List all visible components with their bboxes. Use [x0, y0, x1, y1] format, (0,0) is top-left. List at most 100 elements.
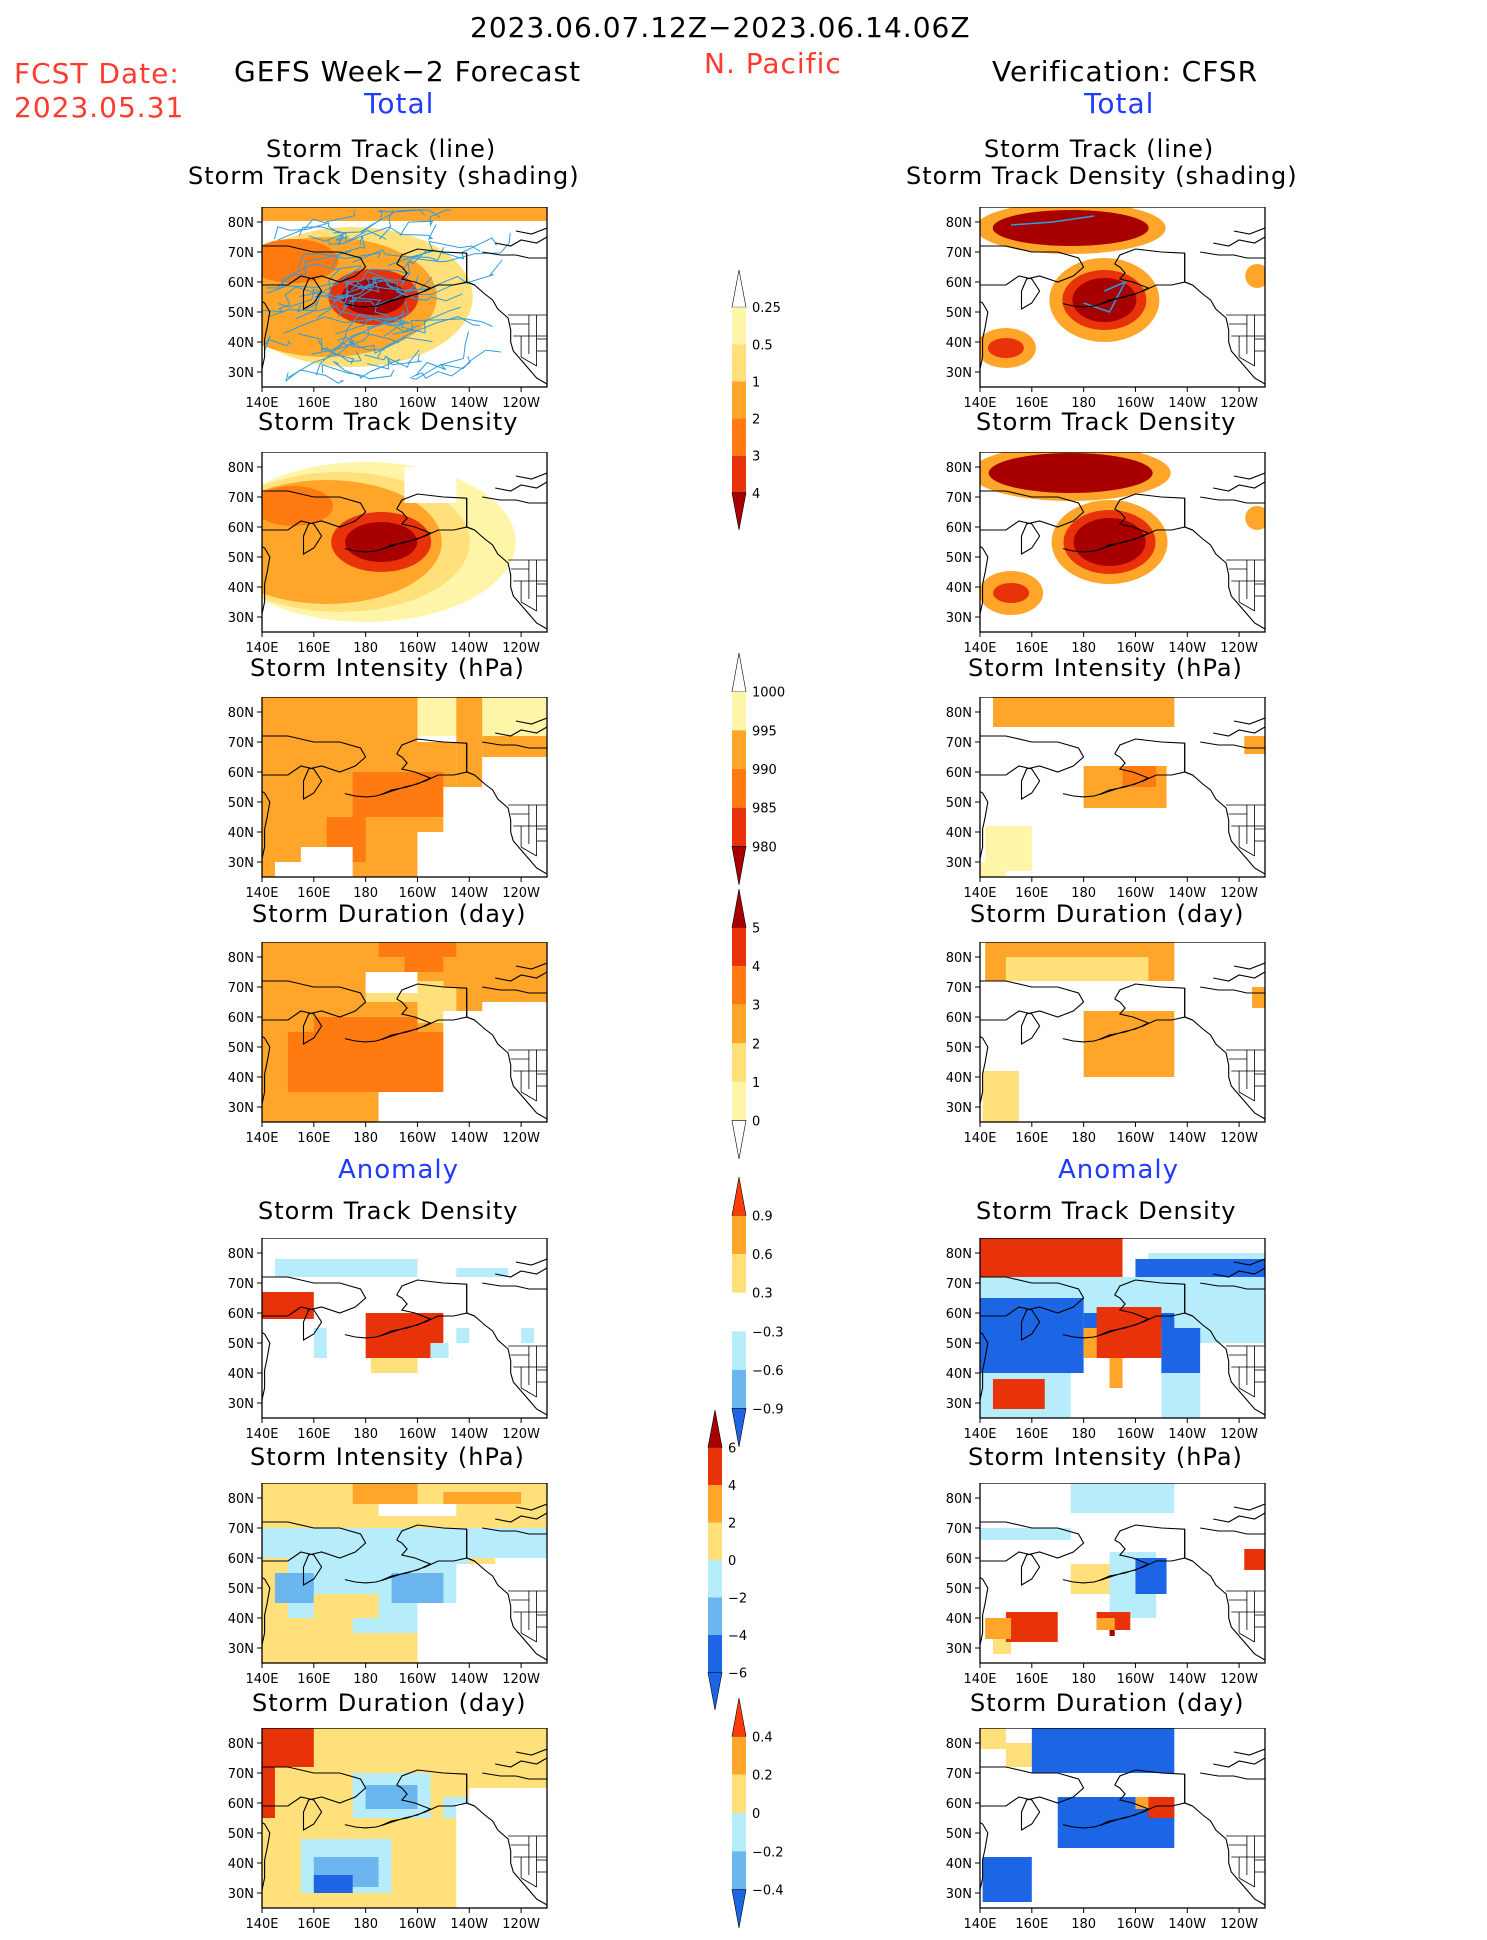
colorbar-label: 2 [752, 1037, 760, 1052]
x-tick-label: 140E [245, 1131, 278, 1146]
y-tick-label: 70N [228, 1277, 254, 1292]
x-tick-label: 160E [297, 1427, 330, 1442]
y-tick-label: 80N [946, 1492, 972, 1507]
x-tick-label: 160E [297, 1131, 330, 1146]
map-ra-density: 140E 160E 180 160W 140W 120W 80N 70N 60N 50N 40N 30… [946, 1238, 1266, 1442]
y-tick-label: 80N [228, 951, 254, 966]
colorbar-label: 0.5 [752, 338, 773, 353]
x-tick-label: 160W [399, 1427, 437, 1442]
x-tick-label: 120W [1220, 1427, 1258, 1442]
y-tick-label: 70N [946, 1767, 972, 1782]
y-tick-label: 60N [228, 521, 254, 536]
y-tick-label: 50N [946, 1827, 972, 1842]
y-tick-label: 60N [946, 1307, 972, 1322]
map-lt-track: 140E 160E 180 160W 140W 120W 80N 70N 60N 50N 40N 30… [228, 207, 548, 411]
right-anom-duration-title: Storm Duration (day) [970, 1689, 1245, 1717]
y-tick-label: 70N [228, 1522, 254, 1537]
x-tick-label: 160W [1117, 1427, 1155, 1442]
y-tick-label: 40N [946, 1612, 972, 1627]
colorbar-duration-total: 5 4 3 2 1 0 [731, 888, 760, 1160]
y-tick-label: 60N [946, 1011, 972, 1026]
x-tick-label: 180 [353, 1427, 378, 1442]
colorbar-density-anom: 0.9 0.6 0.3 −0.3 −0.6 −0.9 [731, 1176, 784, 1448]
y-tick-label: 80N [228, 1737, 254, 1752]
x-tick-label: 140W [1168, 1427, 1206, 1442]
y-tick-label: 70N [228, 1767, 254, 1782]
colorbar-label: 0 [752, 1807, 760, 1822]
right-total-label: Total [1084, 87, 1155, 120]
colorbar-label: 990 [752, 763, 777, 778]
y-tick-label: 50N [946, 1041, 972, 1056]
y-tick-label: 40N [228, 1367, 254, 1382]
left-density-title: Storm Track Density [258, 408, 519, 436]
x-tick-label: 180 [1071, 641, 1096, 656]
right-intensity-title: Storm Intensity (hPa) [968, 654, 1243, 682]
y-tick-label: 70N [228, 981, 254, 996]
y-tick-label: 40N [946, 1857, 972, 1872]
y-tick-label: 80N [946, 1247, 972, 1262]
colorbar-label: 2 [728, 1517, 736, 1532]
colorbar-intensity-anom: 6 4 2 0 −2 −4 −6 [707, 1409, 747, 1711]
y-tick-label: 40N [946, 581, 972, 596]
y-tick-label: 30N [228, 1887, 254, 1902]
y-tick-label: 50N [228, 1041, 254, 1056]
x-tick-label: 160E [1015, 1131, 1048, 1146]
y-tick-label: 70N [228, 246, 254, 261]
colorbar-label: 0.3 [752, 1287, 773, 1302]
x-tick-label: 160W [399, 886, 437, 901]
colorbar-duration-anom: 0.4 0.2 0 −0.2 −0.4 [731, 1697, 784, 1929]
y-tick-label: 40N [228, 1071, 254, 1086]
map-la-intensity: 140E 160E 180 160W 140W 120W 80N 70N 60N 50N 40N 30… [228, 1483, 548, 1687]
x-tick-label: 180 [1071, 1427, 1096, 1442]
x-tick-label: 160E [1015, 396, 1048, 411]
colorbar-label: 0.4 [752, 1730, 773, 1745]
x-tick-label: 120W [502, 886, 540, 901]
y-tick-label: 60N [228, 1011, 254, 1026]
x-tick-label: 120W [502, 1427, 540, 1442]
fcst-date-value: 2023.05.31 [14, 91, 185, 124]
x-tick-label: 140W [1168, 886, 1206, 901]
colorbar-label: 0 [752, 1114, 760, 1129]
colorbar-label: 0.2 [752, 1769, 773, 1784]
y-tick-label: 80N [946, 706, 972, 721]
y-tick-label: 30N [946, 611, 972, 626]
x-tick-label: 140W [450, 1131, 488, 1146]
x-tick-label: 140W [1168, 1131, 1206, 1146]
y-tick-label: 40N [228, 336, 254, 351]
y-tick-label: 60N [228, 1797, 254, 1812]
y-tick-label: 60N [946, 1797, 972, 1812]
y-tick-label: 60N [946, 766, 972, 781]
x-tick-label: 140E [245, 886, 278, 901]
x-tick-label: 180 [353, 886, 378, 901]
left-anom-intensity-title: Storm Intensity (hPa) [250, 1443, 525, 1471]
left-duration-title: Storm Duration (day) [252, 900, 527, 928]
y-tick-label: 80N [228, 1247, 254, 1262]
right-anom-intensity-title: Storm Intensity (hPa) [968, 1443, 1243, 1471]
colorbar-label: −0.4 [752, 1884, 784, 1899]
colorbar-label: 0.9 [752, 1210, 773, 1225]
x-tick-label: 140W [1168, 641, 1206, 656]
right-anom-density-title: Storm Track Density [976, 1197, 1237, 1225]
right-track-title-2: Storm Track Density (shading) [906, 162, 1298, 190]
x-tick-label: 160E [1015, 886, 1048, 901]
x-tick-label: 160E [1015, 641, 1048, 656]
y-tick-label: 80N [946, 1737, 972, 1752]
y-tick-label: 50N [946, 306, 972, 321]
x-tick-label: 140E [245, 396, 278, 411]
colorbar-label: 6 [728, 1442, 736, 1457]
left-track-title-1: Storm Track (line) [266, 135, 497, 163]
colorbar-intensity-total: 1000 995 990 985 980 [731, 652, 785, 886]
x-tick-label: 180 [1071, 396, 1096, 411]
x-tick-label: 140E [963, 396, 996, 411]
x-tick-label: 140W [450, 396, 488, 411]
y-tick-label: 70N [228, 491, 254, 506]
x-tick-label: 120W [1220, 396, 1258, 411]
map-la-duration: 140E 160E 180 160W 140W 120W80N70N60N50N40N30… [228, 1728, 548, 1932]
colorbar-label: 4 [752, 487, 760, 502]
y-tick-label: 70N [946, 246, 972, 261]
y-tick-label: 30N [228, 1101, 254, 1116]
x-tick-label: 160W [1117, 886, 1155, 901]
map-lt-duration: 140E 160E 180 160W 140W 120W 80N 70N 60N 50N 40N 30… [228, 942, 548, 1146]
x-tick-label: 140W [1168, 1672, 1206, 1687]
colorbar-label: 1000 [752, 686, 785, 701]
